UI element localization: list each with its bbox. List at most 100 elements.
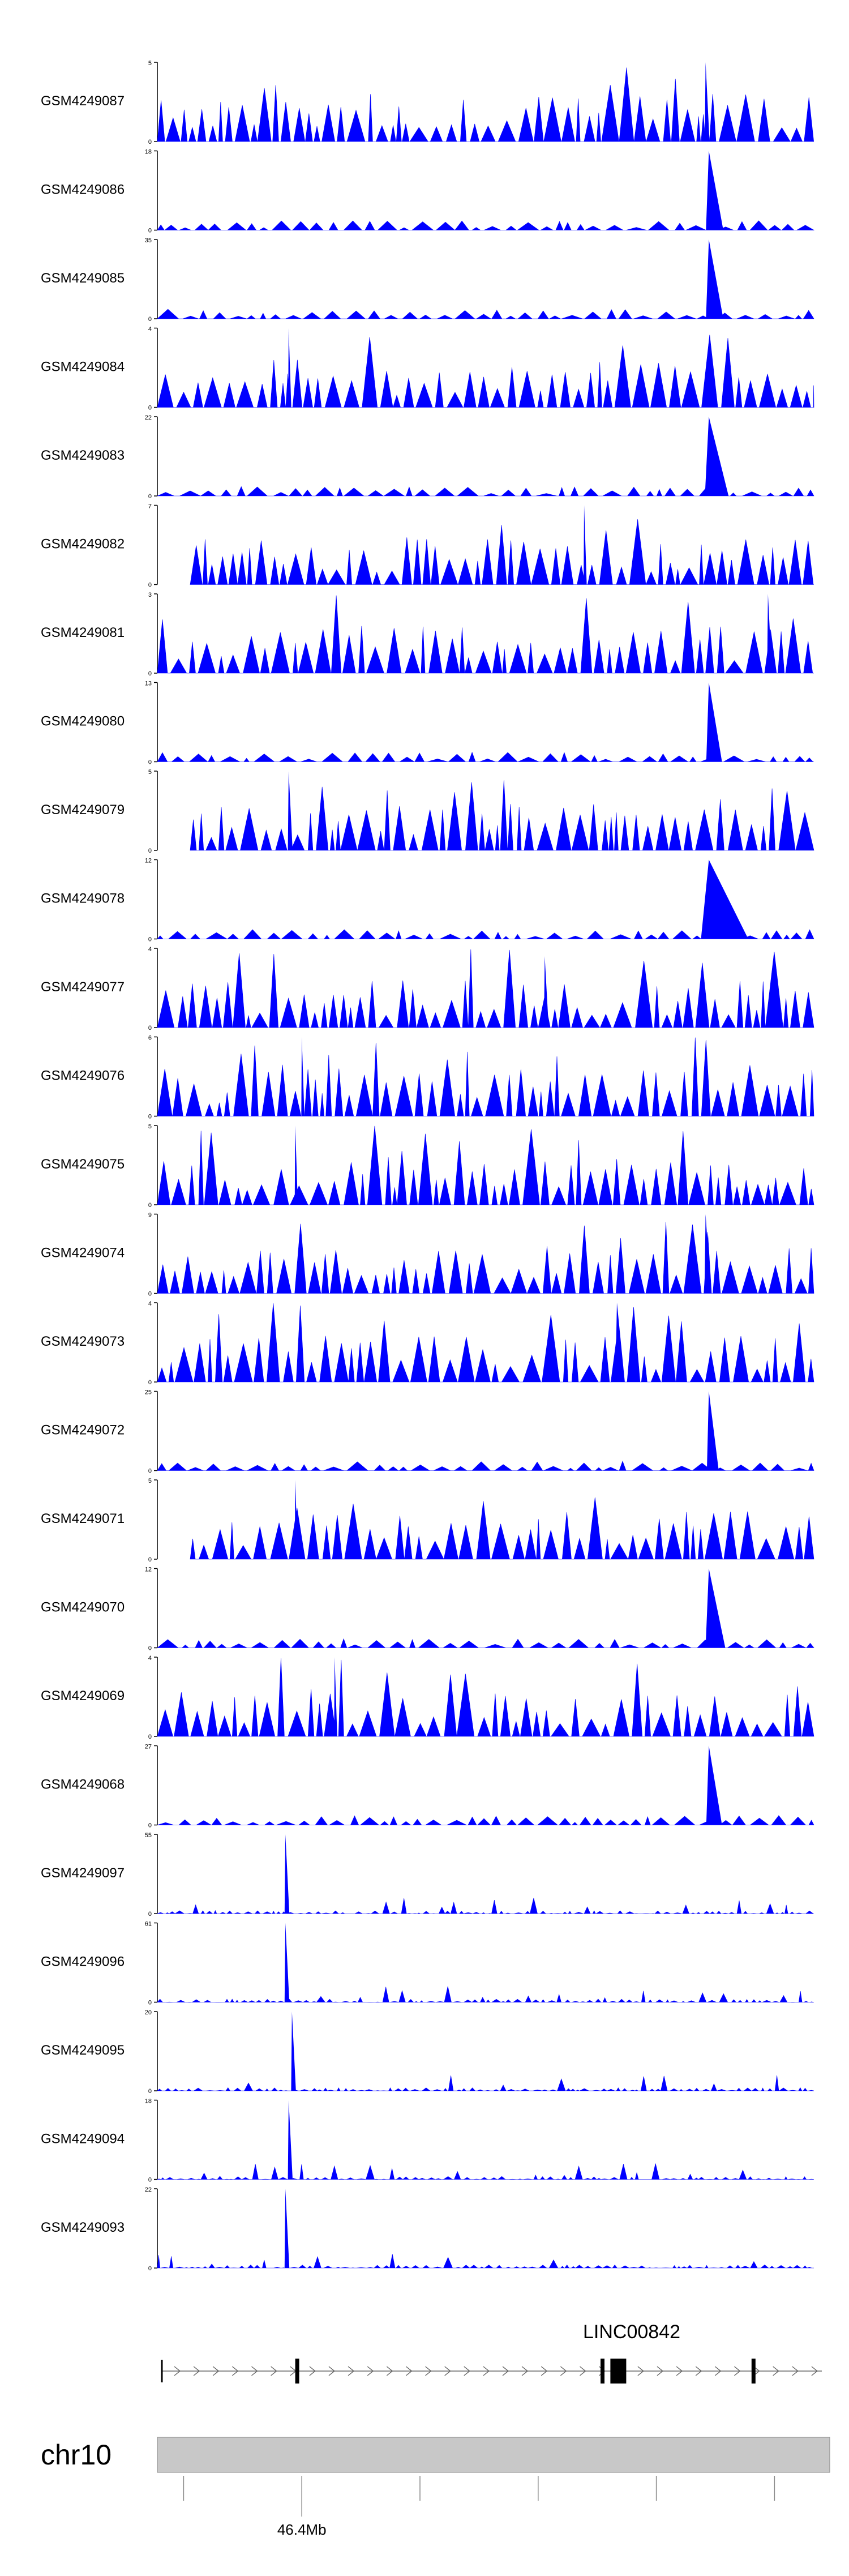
strand-arrow [309, 2366, 316, 2376]
exon [751, 2359, 756, 2384]
track-label: GSM4249077 [41, 979, 125, 995]
y-axis-min-label: 0 [148, 2000, 152, 2006]
y-axis-min-label: 0 [148, 228, 152, 234]
track-label: GSM4249095 [41, 2043, 125, 2058]
gene-label: LINC00842 [583, 2321, 680, 2343]
y-axis-max-label: 55 [145, 1832, 152, 1839]
y-axis-max-label: 18 [145, 2098, 152, 2105]
signal-area [157, 595, 814, 674]
signal-area [190, 780, 814, 851]
strand-arrow [271, 2366, 277, 2376]
strand-arrow [695, 2366, 702, 2376]
track-label: GSM4249082 [41, 537, 125, 552]
chromosome-label: chr10 [41, 2439, 112, 2471]
strand-arrow [792, 2366, 799, 2376]
y-axis-min-label: 0 [148, 405, 152, 412]
track-GSM4249071: GSM4249071 5 0 [41, 1478, 814, 1563]
signal-peak [704, 1214, 711, 1294]
signal-area [157, 1303, 814, 1383]
strand-arrow [193, 2366, 200, 2376]
strand-arrow [405, 2366, 413, 2376]
y-axis-max-label: 3 [148, 592, 152, 598]
track-GSM4249068: GSM4249068 27 0 [41, 1744, 814, 1829]
y-axis-max-label: 20 [145, 2009, 152, 2016]
track-label: GSM4249097 [41, 1865, 125, 1881]
track-GSM4249096: GSM4249096 61 0 [41, 1921, 814, 2006]
strand-arrow [231, 2366, 239, 2376]
track-label: GSM4249079 [41, 802, 125, 818]
strand-arrow [560, 2366, 567, 2376]
track-GSM4249084: GSM4249084 4 0 [41, 326, 814, 412]
strand-arrow [212, 2366, 220, 2376]
y-axis-min-label: 0 [148, 1202, 152, 1209]
signal-area [190, 519, 814, 585]
signal-peak [706, 1745, 722, 1825]
y-axis-min-label: 0 [148, 759, 152, 766]
chromosome-ideogram: chr10 46.4Mb [41, 2437, 830, 2538]
signal-peak [288, 328, 291, 408]
signal-peak [284, 2189, 290, 2268]
y-axis-min-label: 0 [148, 1556, 152, 1563]
y-axis-min-label: 0 [148, 2177, 152, 2184]
y-axis-min-label: 0 [148, 1379, 152, 1386]
y-axis-min-label: 0 [148, 139, 152, 146]
signal-area [157, 949, 814, 1028]
track-label: GSM4249093 [41, 2220, 125, 2235]
track-GSM4249086: GSM4249086 18 0 [41, 149, 815, 234]
strand-arrow [521, 2366, 529, 2376]
signal-peak [705, 62, 710, 142]
signal-peak [706, 239, 723, 319]
y-axis-max-label: 25 [145, 1389, 152, 1396]
y-axis-max-label: 35 [145, 237, 152, 244]
coordinate-tick-label: 46.4Mb [277, 2521, 327, 2538]
signal-peak [288, 771, 293, 850]
strand-arrow [444, 2366, 451, 2376]
track-label: GSM4249072 [41, 1423, 125, 1438]
strand-arrow [580, 2366, 586, 2376]
signal-area [157, 751, 814, 762]
signal-peak [701, 859, 748, 939]
track-GSM4249095: GSM4249095 20 0 [41, 2009, 814, 2095]
track-label: GSM4249084 [41, 360, 125, 375]
signal-area [157, 1658, 814, 1737]
track-label: GSM4249075 [41, 1157, 125, 1172]
signal-area [157, 1986, 814, 2002]
y-axis-max-label: 61 [145, 1921, 152, 1928]
track-label: GSM4249096 [41, 1954, 125, 1970]
y-axis-max-label: 7 [148, 503, 152, 510]
strand-arrow [464, 2366, 470, 2376]
track-GSM4249076: GSM4249076 6 0 [41, 1035, 814, 1120]
signal-peak [288, 2100, 293, 2180]
track-label: GSM4249078 [41, 891, 125, 906]
strand-arrow [348, 2366, 355, 2376]
signal-peak [301, 1037, 305, 1116]
track-label: GSM4249085 [41, 271, 125, 286]
y-axis-max-label: 4 [148, 1655, 152, 1662]
track-GSM4249080: GSM4249080 13 0 [41, 681, 814, 766]
y-axis-min-label: 0 [148, 1645, 152, 1652]
track-label: GSM4249073 [41, 1334, 125, 1349]
signal-area [157, 67, 814, 142]
strand-arrow [502, 2366, 509, 2376]
y-axis-max-label: 13 [145, 681, 152, 687]
strand-arrow [174, 2366, 181, 2376]
track-GSM4249078: GSM4249078 12 0 [41, 858, 814, 943]
track-label: GSM4249071 [41, 1511, 125, 1526]
strand-arrow [773, 2366, 779, 2376]
track-GSM4249079: GSM4249079 5 0 [41, 769, 814, 854]
track-GSM4249093: GSM4249093 22 0 [41, 2186, 814, 2272]
y-axis-max-label: 5 [148, 1123, 152, 1130]
exon [295, 2359, 299, 2384]
y-axis-min-label: 0 [148, 2265, 152, 2272]
signal-peak [284, 1923, 290, 2002]
y-axis-max-label: 12 [145, 858, 152, 865]
track-GSM4249075: GSM4249075 5 0 [41, 1123, 814, 1209]
signal-area [157, 1037, 814, 1116]
signal-peak [294, 1480, 298, 1559]
track-label: GSM4249081 [41, 625, 125, 640]
signal-area [157, 1222, 814, 1294]
y-axis-max-label: 5 [148, 769, 152, 776]
track-GSM4249073: GSM4249073 4 0 [41, 1300, 814, 1386]
signal-area [157, 2254, 814, 2269]
